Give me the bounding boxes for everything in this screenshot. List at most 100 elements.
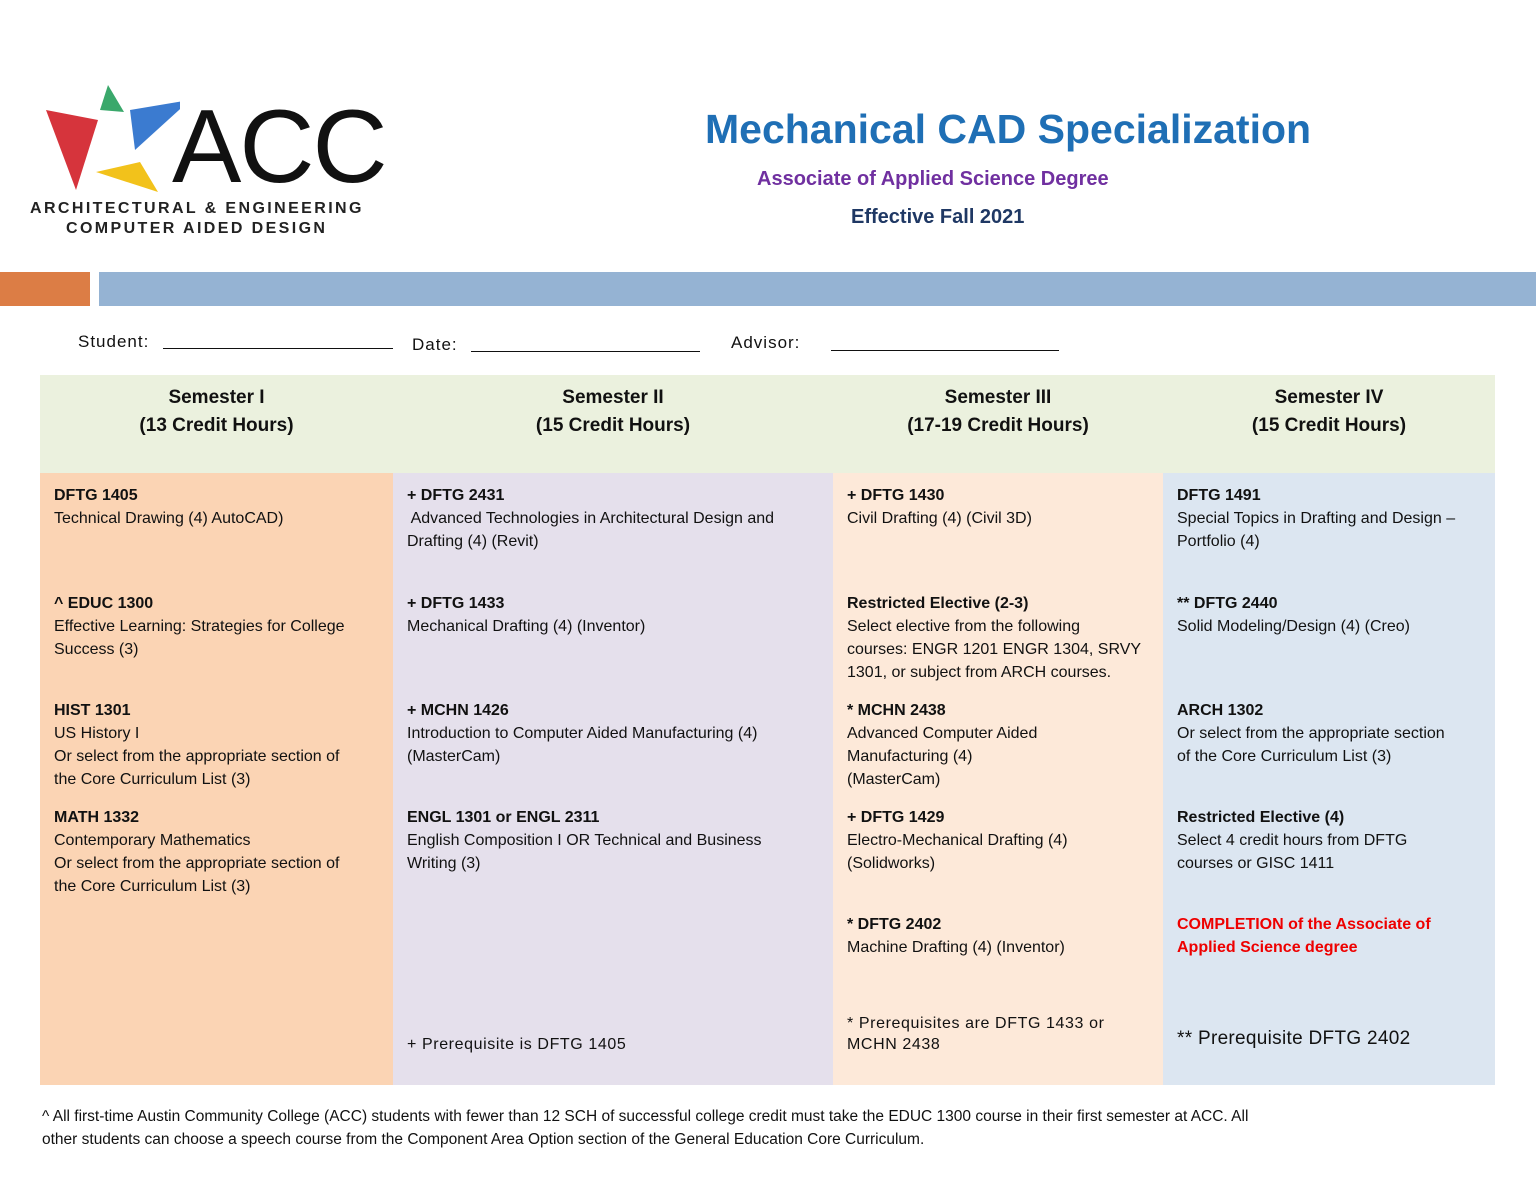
course-desc: Effective Learning: Strategies for Colle… <box>54 618 345 635</box>
course-desc: Advanced Computer Aided <box>847 725 1038 742</box>
course-desc: 1301, or subject from ARCH courses. <box>847 664 1112 681</box>
course: + DFTG 1433 Mechanical Drafting (4) (Inve… <box>407 592 827 638</box>
course-desc: Electro-Mechanical Drafting (4) <box>847 832 1068 849</box>
course: * DFTG 2402 Machine Drafting (4) (Invento… <box>847 913 1157 959</box>
course: + DFTG 2431 Advanced Technologies in Arc… <box>407 484 827 553</box>
logo-name: ACC <box>172 89 388 205</box>
student-field[interactable] <box>163 348 393 349</box>
course-desc: Success (3) <box>54 641 139 658</box>
footnote-line: ^ All first-time Austin Community Colleg… <box>42 1108 1249 1125</box>
advisor-label: Advisor: <box>731 333 801 352</box>
course-desc: Machine Drafting (4) (Inventor) <box>847 939 1065 956</box>
semester-column: Semester IV (15 Credit Hours) DFTG 1491 Spe… <box>1163 375 1495 1085</box>
course-desc: Drafting (4) (Revit) <box>407 533 539 550</box>
course-code: HIST 1301 <box>54 702 131 719</box>
course-desc: US History I <box>54 725 140 742</box>
footnote-line: other students can choose a speech cours… <box>42 1131 925 1148</box>
note-line: * Prerequisites are DFTG 1433 or <box>847 1015 1105 1032</box>
course-code: DFTG 1405 <box>54 487 138 504</box>
course-desc: Portfolio (4) <box>1177 533 1260 550</box>
course-desc: Technical Drawing (4) AutoCAD) <box>54 510 284 527</box>
course: ARCH 1302 Or select from the appropriate … <box>1177 699 1489 768</box>
course: MATH 1332 Contemporary Mathematics Or sele… <box>54 806 387 898</box>
course-desc: Contemporary Mathematics <box>54 832 251 849</box>
completion: COMPLETION of the Associate of Applied Sc… <box>1177 913 1489 959</box>
course: * MCHN 2438 Advanced Computer Aided Manufa… <box>847 699 1157 791</box>
course: Restricted Elective (4) Select 4 credit h… <box>1177 806 1489 875</box>
subtitle: Associate of Applied Science Degree <box>757 168 1109 190</box>
course-desc: Writing (3) <box>407 855 481 872</box>
semester-hours: (15 Credit Hours) <box>1251 415 1407 436</box>
course-desc: Civil Drafting (4) (Civil 3D) <box>847 510 1032 527</box>
course-code: * DFTG 2402 <box>847 916 942 933</box>
effective: Effective Fall 2021 <box>851 206 1025 228</box>
semester-hours: (15 Credit Hours) <box>535 415 691 436</box>
course-desc: (MasterCam) <box>407 748 501 765</box>
completion-line: Applied Science degree <box>1177 939 1358 956</box>
advisor-field[interactable] <box>831 350 1059 351</box>
semester-header: Semester I (13 Credit Hours) <box>40 375 393 473</box>
course-desc: Advanced Technologies in Architectural D… <box>407 510 775 527</box>
course-desc: Introduction to Computer Aided Manufactu… <box>407 725 758 742</box>
course-code: ARCH 1302 <box>1177 702 1264 719</box>
semester-column: Semester III (17-19 Credit Hours) + DFTG 1… <box>833 375 1163 1085</box>
footnote: ^ All first-time Austin Community Colleg… <box>42 1105 1248 1151</box>
course-code: ^ EDUC 1300 <box>54 595 154 612</box>
date-field[interactable] <box>471 351 700 352</box>
course: ** DFTG 2440 Solid Modeling/Design (4) (C… <box>1177 592 1489 638</box>
semester-header: Semester IV (15 Credit Hours) <box>1163 375 1495 473</box>
course-desc: courses or GISC 1411 <box>1177 855 1335 872</box>
note-line: ** Prerequisite DFTG 2402 <box>1177 1028 1411 1049</box>
logo-line: COMPUTER AIDED DESIGN <box>66 220 328 237</box>
semester-title: Semester II <box>562 387 664 408</box>
course-code: MATH 1332 <box>54 809 140 826</box>
course-desc: Or select from the appropriate section <box>1177 725 1445 742</box>
note-line: + Prerequisite is DFTG 1405 <box>407 1036 627 1053</box>
semester-hours: (13 Credit Hours) <box>139 415 294 436</box>
course-code: ENGL 1301 or ENGL 2311 <box>407 809 600 826</box>
course-desc: Mechanical Drafting (4) (Inventor) <box>407 618 646 635</box>
course: DFTG 1491 Special Topics in Drafting and … <box>1177 484 1489 553</box>
title: Mechanical CAD Specialization <box>705 106 1312 152</box>
semester-column: Semester I (13 Credit Hours) DFTG 1405 Tech… <box>40 375 393 1085</box>
course-desc: courses: ENGR 1201 ENGR 1304, SRVY <box>847 641 1142 658</box>
course: Restricted Elective (2-3) Select elective… <box>847 592 1157 684</box>
logo-star <box>46 85 180 192</box>
course: ^ EDUC 1300 Effective Learning: Strategie… <box>54 592 387 661</box>
date-label: Date: <box>412 335 458 354</box>
note-line: MCHN 2438 <box>847 1036 941 1053</box>
semester-title: Semester IV <box>1274 387 1384 408</box>
semester-header: Semester III (17-19 Credit Hours) <box>833 375 1163 473</box>
semester-title: Semester III <box>944 387 1052 408</box>
course-desc: Select 4 credit hours from DFTG <box>1177 832 1408 849</box>
course: DFTG 1405 Technical Drawing (4) AutoCAD) <box>54 484 387 530</box>
course-code: Restricted Elective (4) <box>1177 809 1345 826</box>
semester-hours: (17-19 Credit Hours) <box>907 415 1089 436</box>
course-code: * MCHN 2438 <box>847 702 946 719</box>
course-code: + DFTG 1430 <box>847 487 945 504</box>
course-desc: Or select from the appropriate section o… <box>54 855 340 872</box>
course-code: Restricted Elective (2-3) <box>847 595 1029 612</box>
course: + MCHN 1426 Introduction to Computer Aide… <box>407 699 827 768</box>
header-bar <box>99 272 1536 306</box>
course-desc: Select elective from the following <box>847 618 1080 635</box>
completion-line: COMPLETION of the Associate of <box>1177 916 1431 933</box>
course-code: + DFTG 1429 <box>847 809 945 826</box>
course: HIST 1301 US History I Or select from the … <box>54 699 387 791</box>
prerequisite-note: * Prerequisites are DFTG 1433 or MCHN 243… <box>847 1013 1105 1055</box>
semester-column: Semester II (15 Credit Hours) + DFTG 2431 … <box>393 375 833 1085</box>
course-code: DFTG 1491 <box>1177 487 1261 504</box>
logo-line: ARCHITECTURAL & ENGINEERING <box>30 200 364 217</box>
semester-title: Semester I <box>168 387 265 408</box>
course-desc: the Core Curriculum List (3) <box>54 771 251 788</box>
course-code: + MCHN 1426 <box>407 702 509 719</box>
student-label: Student: <box>78 332 150 351</box>
course-desc: English Composition I OR Technical and B… <box>407 832 762 849</box>
course: ENGL 1301 or ENGL 2311 English Compositio… <box>407 806 827 875</box>
course: + DFTG 1429 Electro-Mechanical Drafting (… <box>847 806 1157 875</box>
course-desc: Or select from the appropriate section o… <box>54 748 340 765</box>
accent-bar <box>0 272 90 306</box>
course-desc: of the Core Curriculum List (3) <box>1177 748 1392 765</box>
course-desc: (MasterCam) <box>847 771 941 788</box>
